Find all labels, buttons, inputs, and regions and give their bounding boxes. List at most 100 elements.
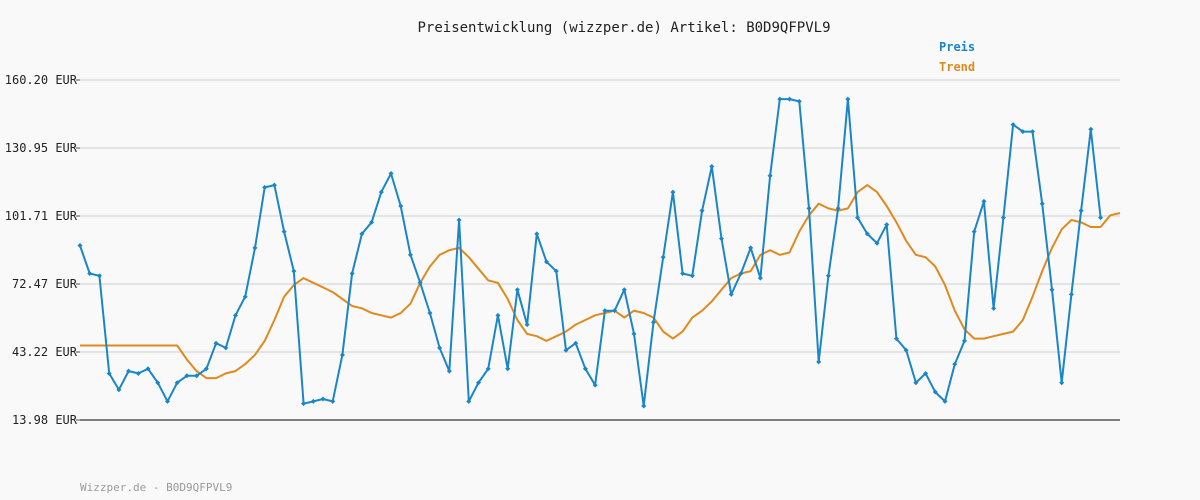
legend-entry-preis: Preis <box>939 40 975 54</box>
data-point <box>796 98 802 104</box>
y-tick-label: 72.47 EUR <box>12 277 78 291</box>
data-point <box>631 331 637 337</box>
data-point <box>855 215 861 221</box>
data-point <box>816 359 822 365</box>
data-point <box>281 229 287 235</box>
data-point <box>310 398 316 404</box>
data-point <box>330 398 336 404</box>
data-point <box>680 270 686 276</box>
data-point <box>524 322 530 328</box>
data-point <box>456 217 462 223</box>
y-tick-label: 43.22 EUR <box>12 345 78 359</box>
data-point <box>660 254 666 260</box>
data-point <box>961 338 967 344</box>
series-line-preis <box>79 98 1102 407</box>
data-point <box>446 368 452 374</box>
data-point <box>505 366 511 372</box>
data-point <box>641 403 647 409</box>
grid <box>80 79 1120 421</box>
data-point <box>262 184 268 190</box>
data-point <box>942 398 948 404</box>
data-point <box>932 389 938 395</box>
data-point <box>271 182 277 188</box>
data-point <box>291 268 297 274</box>
data-point <box>767 173 773 179</box>
data-point <box>650 319 656 325</box>
data-point <box>242 294 248 300</box>
legend: Preis Trend <box>939 40 975 74</box>
data-point <box>893 336 899 342</box>
data-point <box>874 240 880 246</box>
legend-entry-trend: Trend <box>939 60 975 74</box>
data-point <box>981 198 987 204</box>
data-point <box>563 347 569 353</box>
data-point <box>884 222 890 228</box>
data-point <box>194 373 200 379</box>
series-layer <box>77 96 1121 409</box>
series-trend <box>80 184 1121 380</box>
data-point <box>1030 129 1036 135</box>
data-point <box>495 312 501 318</box>
data-point <box>612 308 618 314</box>
data-point <box>923 370 929 376</box>
data-point <box>1049 287 1055 293</box>
data-point <box>718 236 724 242</box>
data-point <box>806 205 812 211</box>
data-point <box>388 170 394 176</box>
series-preis <box>77 96 1104 409</box>
y-axis: 13.98 EUR 43.22 EUR 72.47 EUR 101.71 EUR 130… <box>5 73 80 427</box>
data-point <box>670 189 676 195</box>
data-point <box>87 270 93 276</box>
data-point <box>145 366 151 372</box>
data-point <box>514 287 520 293</box>
data-point <box>738 270 744 276</box>
data-point <box>991 305 997 311</box>
data-point <box>709 163 715 169</box>
data-point <box>1039 201 1045 207</box>
data-point <box>582 366 588 372</box>
data-point <box>825 273 831 279</box>
data-point <box>544 259 550 265</box>
chart-title: Preisentwicklung (wizzper.de) Artikel: B… <box>417 20 830 36</box>
data-point <box>1068 291 1074 297</box>
data-point <box>864 231 870 237</box>
data-point <box>184 373 190 379</box>
y-tick-label: 13.98 EUR <box>12 413 78 427</box>
y-tick-label: 101.71 EUR <box>5 209 78 223</box>
footer-text: Wizzper.de - B0D9QFPVL9 <box>80 481 232 494</box>
data-point <box>203 366 209 372</box>
data-point <box>728 291 734 297</box>
data-point <box>787 96 793 102</box>
data-point <box>407 252 413 258</box>
data-point <box>1088 126 1094 132</box>
data-point <box>155 380 161 386</box>
data-point <box>437 345 443 351</box>
data-point <box>592 382 598 388</box>
data-point <box>213 340 219 346</box>
data-point <box>485 366 491 372</box>
data-point <box>174 380 180 386</box>
data-point <box>777 96 783 102</box>
data-point <box>466 398 472 404</box>
data-point <box>106 370 112 376</box>
data-point <box>369 219 375 225</box>
data-point <box>553 268 559 274</box>
data-point <box>1010 122 1016 128</box>
data-point <box>164 398 170 404</box>
data-point <box>952 361 958 367</box>
data-point <box>339 352 345 358</box>
data-point <box>378 189 384 195</box>
data-point <box>476 380 482 386</box>
data-point <box>96 273 102 279</box>
data-point <box>427 310 433 316</box>
data-point <box>699 208 705 214</box>
data-point <box>223 345 229 351</box>
data-point <box>534 231 540 237</box>
data-point <box>689 273 695 279</box>
data-point <box>1020 129 1026 135</box>
data-point <box>398 203 404 209</box>
data-point <box>417 280 423 286</box>
data-point <box>845 96 851 102</box>
